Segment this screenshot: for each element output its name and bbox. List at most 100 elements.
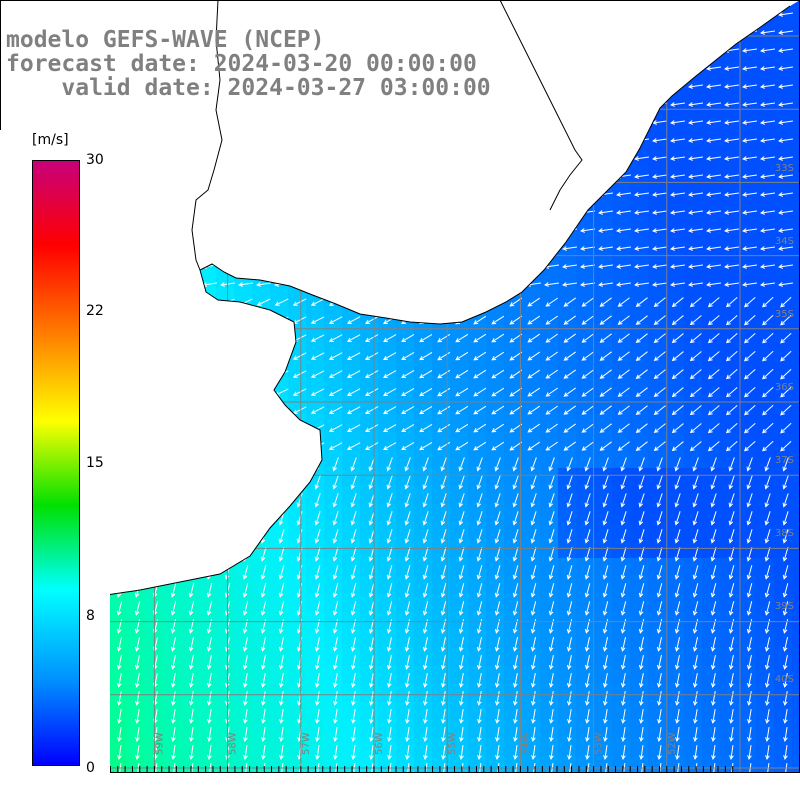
wind-arrow bbox=[369, 709, 374, 724]
wind-arrow bbox=[477, 691, 482, 706]
wind-arrow bbox=[134, 601, 141, 616]
wind-arrow bbox=[778, 48, 794, 53]
wind-speed-cell bbox=[540, 684, 559, 703]
wind-speed-cell bbox=[666, 522, 685, 541]
wind-speed-cell bbox=[738, 252, 757, 271]
wind-arrow bbox=[653, 405, 666, 416]
wind-arrow bbox=[386, 511, 393, 526]
wind-arrow bbox=[621, 709, 626, 724]
wind-speed-cell bbox=[648, 378, 667, 397]
wind-speed-cell bbox=[666, 540, 685, 559]
wind-arrow bbox=[278, 673, 284, 688]
wind-arrow bbox=[635, 315, 648, 325]
wind-speed-cell bbox=[612, 360, 631, 379]
wind-speed-cell bbox=[738, 702, 757, 721]
wind-speed-cell bbox=[774, 54, 793, 73]
wind-arrow bbox=[530, 583, 537, 598]
wind-arrow bbox=[617, 405, 630, 415]
wind-speed-cell bbox=[630, 720, 649, 739]
wind-arrow bbox=[208, 762, 212, 773]
wind-arrow bbox=[314, 637, 321, 652]
wind-speed-cell bbox=[684, 450, 703, 469]
wind-speed-cell bbox=[720, 360, 739, 379]
wind-speed-cell bbox=[756, 324, 775, 343]
wind-speed-cell bbox=[702, 504, 721, 523]
wind-speed-cell bbox=[594, 756, 613, 773]
wind-speed-cell bbox=[414, 504, 433, 523]
wind-arrow bbox=[653, 297, 666, 308]
wind-arrow bbox=[189, 727, 194, 742]
wind-arrow bbox=[278, 529, 285, 544]
wind-speed-cell bbox=[414, 648, 433, 667]
wind-arrow bbox=[387, 709, 392, 724]
wind-arrow bbox=[671, 441, 684, 452]
wind-speed-cell bbox=[702, 72, 721, 91]
wind-speed-cell bbox=[432, 738, 451, 757]
wind-speed-cell bbox=[594, 378, 613, 397]
wind-speed-cell bbox=[612, 738, 631, 757]
wind-speed-cell bbox=[666, 468, 685, 487]
wind-arrow bbox=[364, 316, 379, 324]
wind-speed-cell bbox=[702, 234, 721, 253]
wind-arrow bbox=[364, 388, 379, 396]
wind-arrow bbox=[599, 351, 612, 361]
wind-speed-cell bbox=[720, 666, 739, 685]
wind-speed-cell bbox=[324, 486, 343, 505]
wind-speed-cell bbox=[648, 522, 667, 541]
wind-arrow bbox=[780, 440, 792, 452]
wind-speed-cell bbox=[468, 630, 487, 649]
wind-arrow bbox=[401, 352, 415, 361]
wind-arrow bbox=[116, 637, 123, 652]
wind-speed-cell bbox=[450, 486, 469, 505]
wind-arrow bbox=[441, 691, 446, 706]
wind-arrow bbox=[725, 297, 738, 308]
wind-arrow bbox=[639, 745, 644, 760]
wind-speed-cell bbox=[684, 108, 703, 127]
wind-arrow bbox=[404, 637, 411, 652]
wind-speed-cell bbox=[702, 666, 721, 685]
wind-speed-cell bbox=[270, 576, 289, 595]
wind-speed-cell bbox=[684, 432, 703, 451]
wind-speed-cell bbox=[108, 684, 127, 703]
wind-speed-cell bbox=[306, 702, 325, 721]
wind-speed-cell bbox=[324, 504, 343, 523]
wind-arrow bbox=[760, 120, 776, 125]
wind-speed-cell bbox=[432, 702, 451, 721]
wind-arrow bbox=[383, 388, 397, 396]
wind-arrow bbox=[747, 727, 752, 742]
wind-speed-cell bbox=[162, 756, 181, 773]
wind-arrow bbox=[670, 282, 686, 287]
wind-arrow bbox=[742, 228, 758, 233]
wind-arrow bbox=[260, 673, 266, 688]
wind-speed-cell bbox=[342, 378, 361, 397]
wind-speed-cell bbox=[342, 666, 361, 685]
wind-speed-cell bbox=[738, 360, 757, 379]
wind-arrow bbox=[657, 709, 662, 724]
wind-arrow bbox=[350, 511, 357, 526]
wind-speed-cell bbox=[774, 558, 793, 577]
wind-arrow bbox=[530, 457, 537, 472]
wind-arrow bbox=[778, 12, 794, 17]
wind-arrow bbox=[512, 655, 518, 670]
wind-speed-cell bbox=[738, 234, 757, 253]
wind-arrow bbox=[549, 745, 554, 760]
wind-speed-cell bbox=[540, 450, 559, 469]
wind-arrow bbox=[707, 441, 720, 452]
wind-arrow bbox=[292, 370, 307, 378]
wind-speed-cell bbox=[738, 144, 757, 163]
wind-speed-cell bbox=[702, 720, 721, 739]
wind-arrow bbox=[207, 745, 212, 760]
wind-arrow bbox=[692, 457, 699, 472]
wind-speed-cell bbox=[378, 594, 397, 613]
wind-arrow bbox=[782, 511, 789, 526]
wind-arrow bbox=[598, 282, 614, 287]
wind-arrow bbox=[333, 691, 338, 706]
wind-arrow bbox=[603, 727, 608, 742]
wind-arrow bbox=[584, 511, 591, 526]
wind-arrow bbox=[778, 120, 794, 125]
wind-speed-cell bbox=[432, 450, 451, 469]
wind-arrow bbox=[692, 583, 699, 598]
wind-speed-cell bbox=[756, 108, 775, 127]
wind-speed-cell bbox=[396, 450, 415, 469]
wind-speed-cell bbox=[468, 702, 487, 721]
